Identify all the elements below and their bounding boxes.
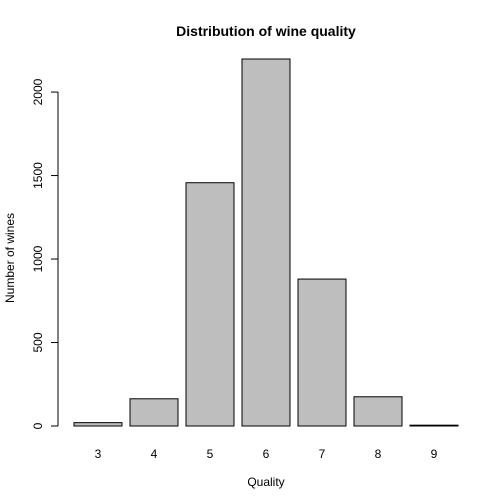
x-tick-label: 6 (263, 447, 270, 461)
bar-quality-4 (129, 398, 179, 427)
y-tick-label: 1500 (31, 162, 45, 189)
y-tick-label: 0 (31, 422, 45, 429)
bars-group (73, 58, 459, 427)
bar-quality-3 (73, 422, 123, 427)
x-tick-label: 8 (375, 447, 382, 461)
y-axis: 0 500 1000 1500 2000 (31, 78, 59, 429)
y-axis-label: Number of wines (3, 213, 17, 303)
y-tick-label: 1000 (31, 245, 45, 272)
bar-quality-7 (297, 278, 347, 427)
bar-quality-5 (185, 182, 235, 427)
y-tick-label: 500 (31, 332, 45, 352)
x-tick-label: 3 (95, 447, 102, 461)
x-tick-label: 7 (319, 447, 326, 461)
bar-quality-8 (353, 396, 403, 427)
chart-title: Distribution of wine quality (176, 23, 356, 39)
bar-quality-6 (241, 58, 291, 427)
x-tick-labels: 3 4 5 6 7 8 9 (95, 447, 438, 461)
x-tick-label: 9 (431, 447, 438, 461)
bar-quality-9 (409, 424, 459, 427)
x-axis-label: Quality (247, 475, 284, 489)
x-tick-label: 5 (207, 447, 214, 461)
y-tick-label: 2000 (31, 78, 45, 105)
x-tick-label: 4 (151, 447, 158, 461)
